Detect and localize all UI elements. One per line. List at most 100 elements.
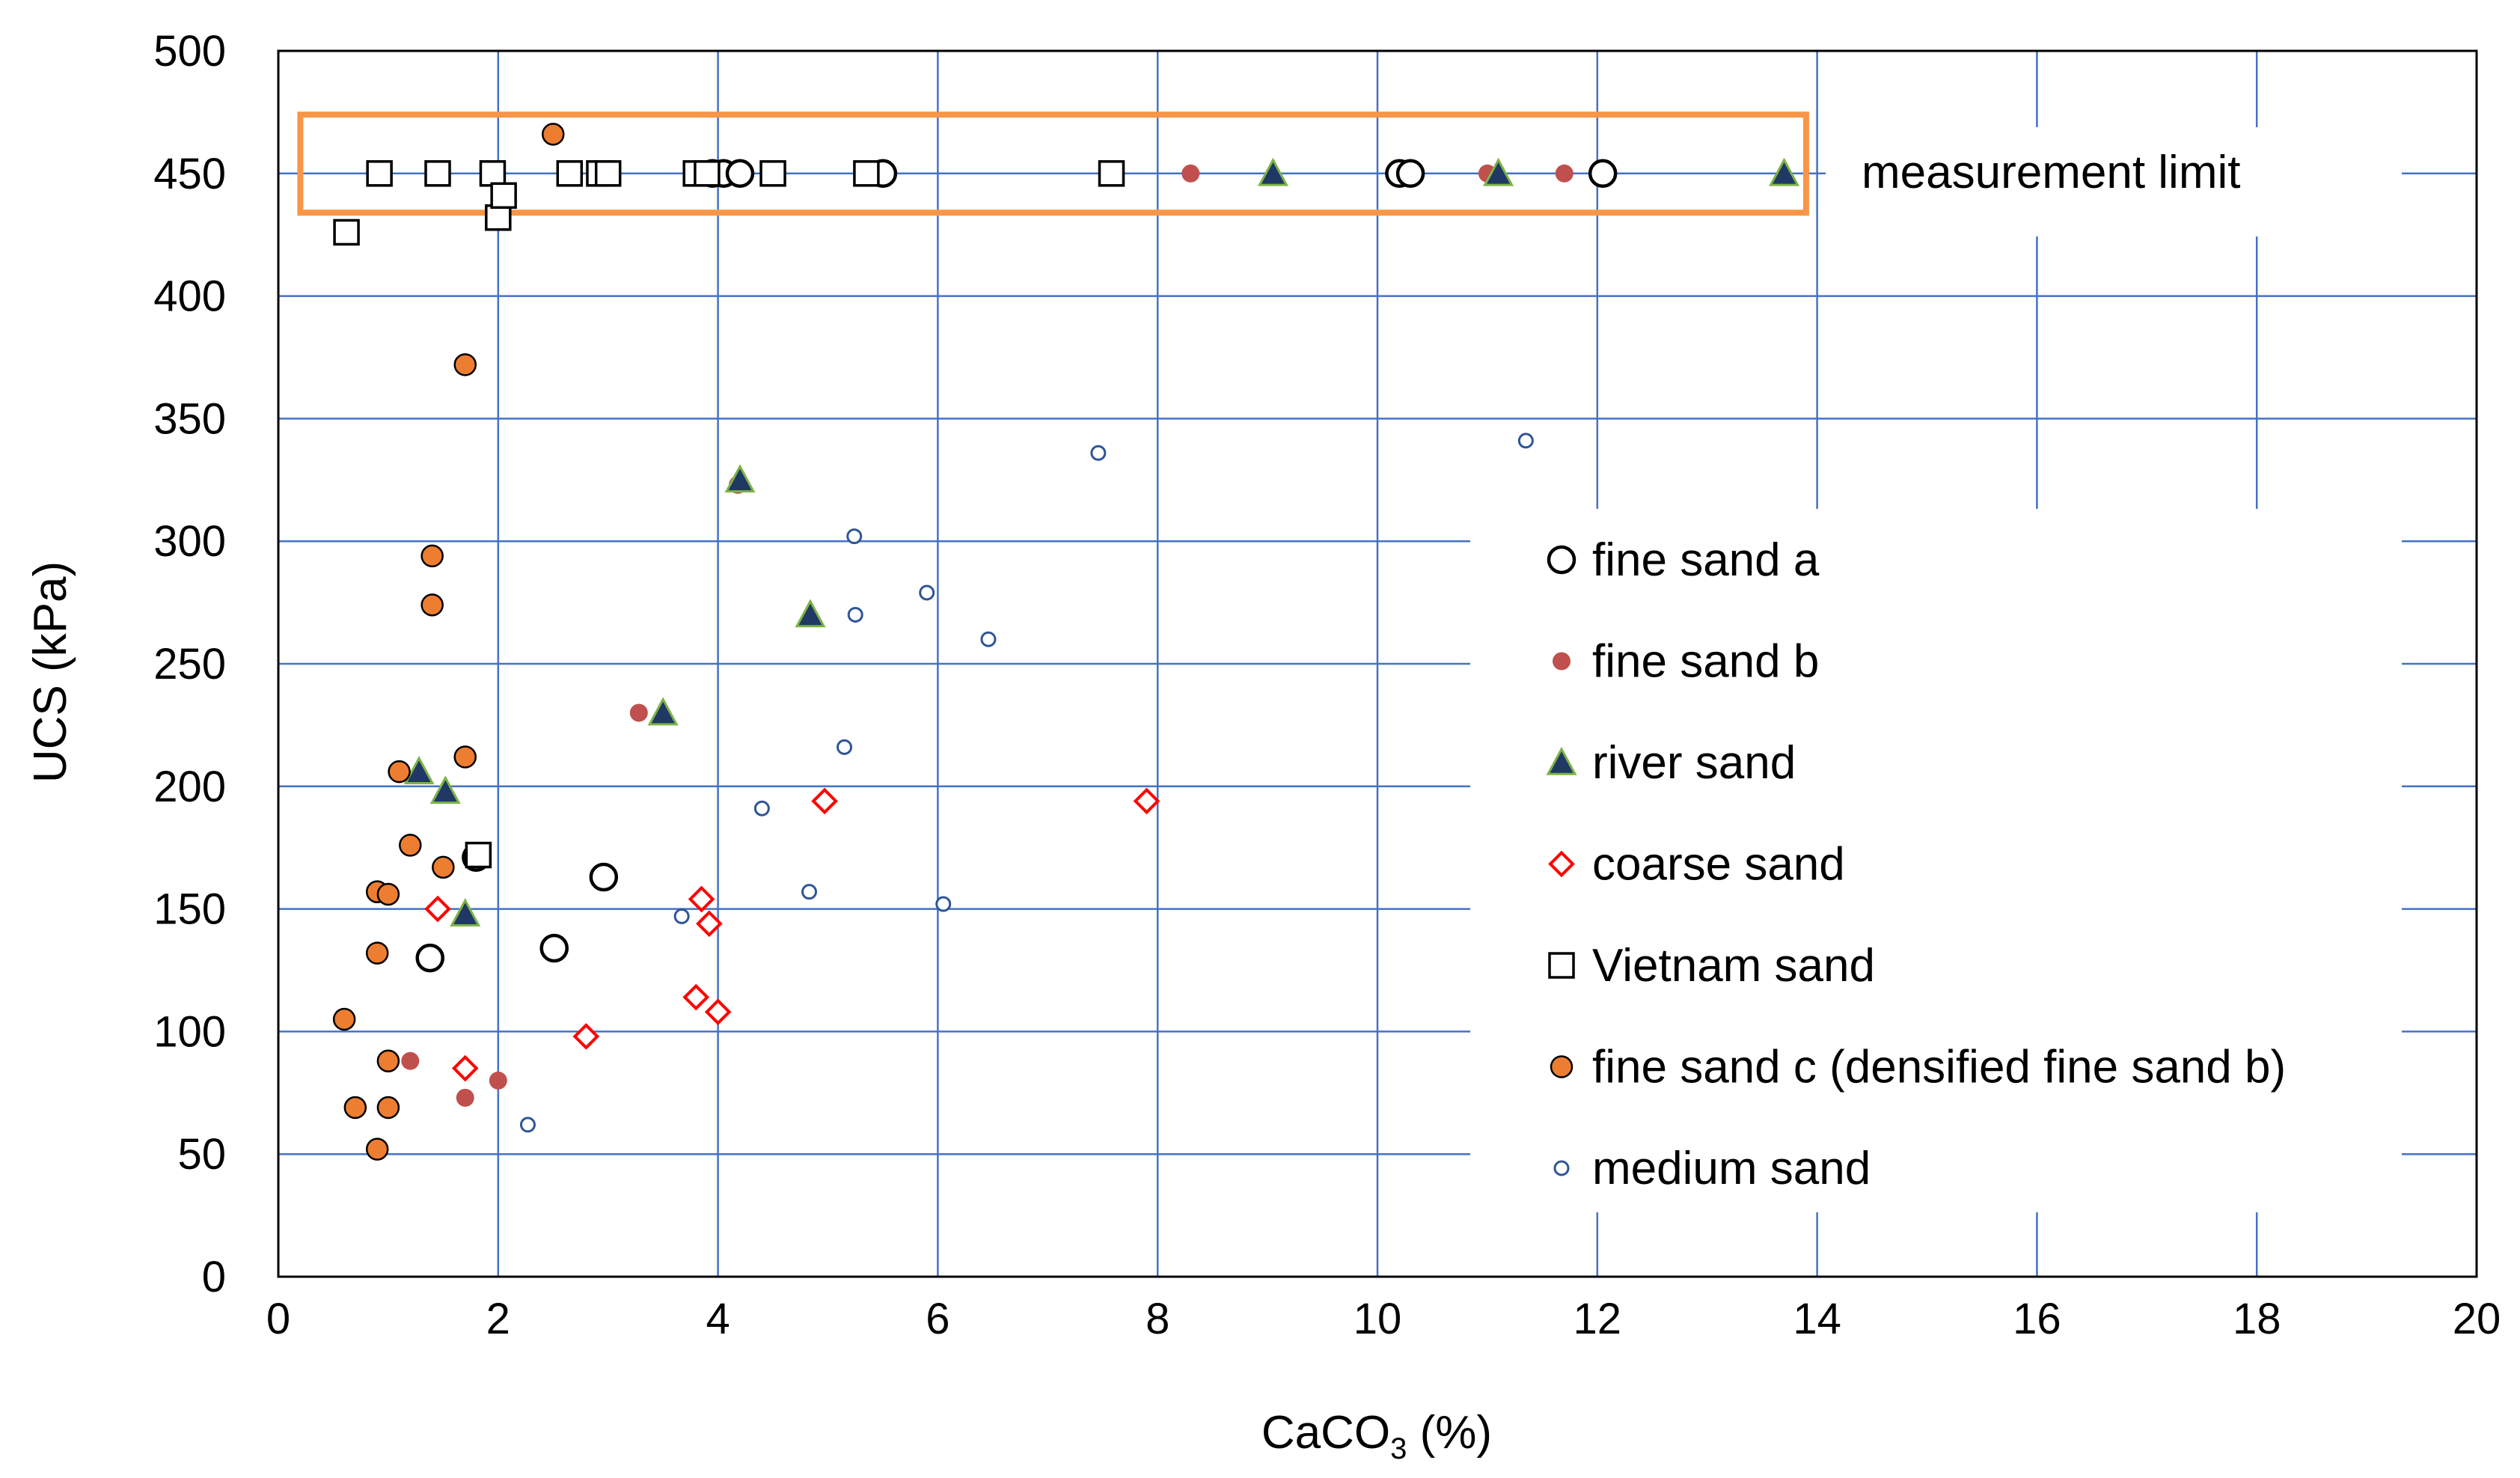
medium-sand-point <box>1517 433 1534 449</box>
y-tick-label: 350 <box>153 394 226 443</box>
fine-sand-c-densified-fine-sand-b-point <box>399 834 422 857</box>
legend-label: fine sand c (densified fine sand b) <box>1592 1042 2286 1093</box>
legend-label: coarse sand <box>1592 839 1845 891</box>
legend-label: fine sand b <box>1592 636 1819 688</box>
coarse-sand-point <box>688 885 715 913</box>
fine-sand-a-point <box>1395 159 1425 189</box>
x-tick-label: 16 <box>2013 1295 2061 1343</box>
legend-marker <box>1546 746 1577 775</box>
fine-sand-a-point <box>725 159 755 189</box>
measurement-limit-box <box>297 112 1809 216</box>
x-axis-title-main: CaCO <box>1261 1407 1390 1459</box>
y-axis-title: UCS (kPa) <box>25 561 76 783</box>
medium-sand-point <box>847 606 863 623</box>
legend-entry: fine sand b <box>1553 636 1819 688</box>
fine-sand-c-densified-fine-sand-b-point <box>376 1049 400 1072</box>
series-vietnam-sand <box>333 160 1125 869</box>
legend-marker <box>1547 545 1576 575</box>
fine-sand-a-point <box>1588 159 1618 189</box>
river-sand-point <box>724 464 756 493</box>
x-tick-label: 14 <box>1793 1295 1841 1343</box>
fine-sand-c-densified-fine-sand-b-point <box>420 593 444 617</box>
x-tick-label: 6 <box>926 1295 949 1343</box>
x-axis-title-subscript: 3 <box>1390 1432 1407 1465</box>
x-axis-title-unit: (%) <box>1407 1407 1492 1459</box>
medium-sand-point <box>919 584 935 601</box>
vietnam-sand-point <box>485 204 512 231</box>
series-river-sand <box>403 157 1800 926</box>
plot-border <box>277 49 2478 1278</box>
fine-sand-b-point <box>489 1071 507 1090</box>
x-tick-label: 18 <box>2233 1295 2281 1343</box>
vietnam-sand-point <box>759 160 786 187</box>
vietnam-sand-point <box>479 160 507 187</box>
river-sand-point <box>450 897 481 926</box>
fine-sand-b-point <box>456 1088 474 1107</box>
coarse-sand-point <box>682 983 710 1011</box>
y-tick-label: 300 <box>153 517 226 566</box>
legend-label: medium sand <box>1592 1143 1871 1194</box>
vietnam-sand-point <box>694 160 721 187</box>
measurement-limit-box-layer <box>297 112 1809 216</box>
legend-marker <box>1548 850 1575 878</box>
x-axis-title: CaCO3 (%) <box>1261 1407 1492 1465</box>
fine-sand-c-densified-fine-sand-b-point <box>365 941 389 965</box>
vietnam-sand-point <box>1098 160 1125 187</box>
fine-sand-c-densified-fine-sand-b-point <box>453 353 477 376</box>
legend: fine sand a fine sand b river sand coarse s… <box>1546 534 2286 1194</box>
x-tick-label: 12 <box>1574 1295 1622 1343</box>
fine-sand-a-point <box>589 862 619 892</box>
medium-sand-point <box>801 884 818 900</box>
legend-background <box>1470 509 2402 1212</box>
legend-label: Vietnam sand <box>1592 940 1875 992</box>
river-sand-point <box>1483 157 1514 186</box>
legend-marker <box>1550 1055 1574 1078</box>
y-tick-label: 250 <box>153 640 226 688</box>
coarse-sand-point <box>811 787 838 815</box>
x-tick-label: 8 <box>1146 1295 1169 1343</box>
medium-sand-point <box>673 908 690 924</box>
fine-sand-b-point <box>1181 164 1200 183</box>
coarse-sand-point <box>1133 787 1160 815</box>
plot-frame <box>277 49 2478 1278</box>
fine-sand-c-densified-fine-sand-b-point <box>453 745 477 769</box>
y-tick-label: 150 <box>153 885 226 934</box>
medium-sand-point <box>935 896 952 912</box>
medium-sand-point <box>753 800 770 816</box>
river-sand-point <box>1257 157 1288 186</box>
coarse-sand-point <box>704 998 732 1026</box>
x-tick-label: 10 <box>1354 1295 1402 1343</box>
fine-sand-c-densified-fine-sand-b-point <box>376 882 400 906</box>
y-tick-label: 450 <box>153 150 226 198</box>
y-tick-label: 100 <box>153 1007 226 1056</box>
y-tick-label: 50 <box>177 1130 226 1179</box>
river-sand-point <box>647 697 679 726</box>
medium-sand-point <box>980 631 997 647</box>
coarse-sand-point <box>424 895 451 923</box>
coarse-sand-point <box>572 1023 600 1050</box>
river-sand-point <box>1769 157 1800 186</box>
fine-sand-b-point <box>629 703 648 722</box>
legend-entry: fine sand c (densified fine sand b) <box>1550 1042 2286 1093</box>
vietnam-sand-point <box>366 160 393 187</box>
fine-sand-a-point <box>415 943 444 973</box>
vietnam-sand-point <box>594 160 622 187</box>
measurement-limit-label: measurement limit <box>1862 147 2240 198</box>
legend-entry: Vietnam sand <box>1548 940 1875 992</box>
medium-sand-point <box>837 739 853 755</box>
fine-sand-b-point <box>401 1051 420 1070</box>
legend-entry: coarse sand <box>1548 839 1845 891</box>
fine-sand-c-densified-fine-sand-b-point <box>332 1007 356 1031</box>
legend-marker <box>1553 1160 1570 1176</box>
series-coarse-sand <box>424 787 1160 1082</box>
fine-sand-c-densified-fine-sand-b-point <box>365 1137 389 1161</box>
medium-sand-point <box>519 1117 536 1133</box>
series-medium-sand <box>519 433 1534 1133</box>
vietnam-sand-point <box>424 160 451 187</box>
fine-sand-c-densified-fine-sand-b-point <box>376 1096 400 1120</box>
vietnam-sand-point <box>333 219 360 246</box>
x-tick-label: 2 <box>486 1295 510 1343</box>
legend-marker <box>1553 652 1571 671</box>
fine-sand-a-point <box>539 933 569 963</box>
